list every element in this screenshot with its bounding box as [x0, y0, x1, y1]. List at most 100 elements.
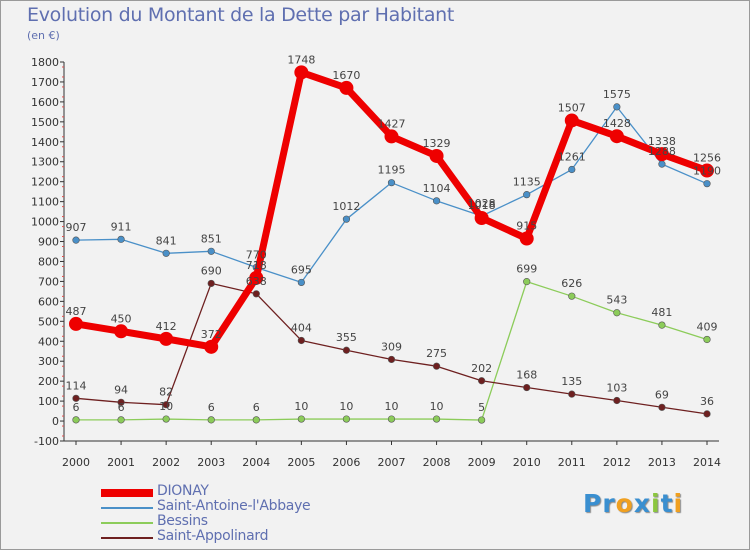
- data-point-dionay: [114, 324, 129, 339]
- data-label-saint-appolinard: 638: [246, 275, 267, 288]
- x-tick-label: 2012: [603, 456, 631, 469]
- series-layer: [69, 65, 714, 424]
- data-point-bessins: [613, 309, 621, 317]
- data-point-saint-appolinard: [703, 410, 711, 418]
- x-tick-label: 2009: [468, 456, 496, 469]
- data-point-dionay: [249, 270, 264, 285]
- x-tick-label: 2011: [558, 456, 586, 469]
- data-point-saint-appolinard: [207, 279, 215, 288]
- data-label-saint-appolinard: 69: [655, 388, 669, 401]
- y-tick-label: 400: [38, 335, 59, 348]
- proxiti-logo: Proxiti: [583, 489, 683, 518]
- data-point-dionay: [294, 65, 309, 80]
- data-point-bessins: [568, 292, 576, 300]
- y-tick-label: -100: [34, 435, 59, 448]
- chart-title: Evolution du Montant de la Dette par Hab…: [27, 4, 455, 26]
- legend-item: Bessins: [101, 513, 401, 530]
- data-label-bessins: 481: [651, 306, 672, 319]
- legend-swatch: [101, 489, 153, 497]
- data-label-saint-antoine-l-abbaye: 1135: [513, 176, 541, 189]
- data-label-dionay: 412: [156, 320, 177, 333]
- data-point-saint-antoine-l-abbaye: [613, 103, 621, 111]
- y-tick-label: 1300: [31, 156, 59, 169]
- data-label-bessins: 6: [118, 401, 125, 414]
- data-label-saint-appolinard: 690: [201, 264, 222, 277]
- data-point-saint-appolinard: [72, 394, 80, 402]
- x-tick-label: 2000: [62, 456, 90, 469]
- data-point-saint-appolinard: [342, 346, 351, 354]
- data-label-dionay: 1018: [468, 199, 496, 212]
- x-tick-label: 2014: [693, 456, 721, 469]
- x-tick-label: 2002: [152, 456, 180, 469]
- logo-letter: t: [660, 489, 674, 518]
- data-label-saint-antoine-l-abbaye: 851: [201, 232, 222, 245]
- series-bessins: [72, 278, 711, 424]
- legend-item: Saint-Appolinard: [101, 528, 401, 545]
- data-point-bessins: [207, 416, 215, 424]
- data-label-saint-antoine-l-abbaye: 1190: [693, 165, 721, 178]
- legend-label: DIONAY: [157, 483, 209, 499]
- data-label-saint-appolinard: 355: [336, 331, 357, 344]
- x-tick-label: 2004: [242, 456, 270, 469]
- data-label-saint-antoine-l-abbaye: 695: [291, 263, 312, 276]
- legend-swatch: [101, 522, 153, 524]
- data-label-bessins: 626: [561, 277, 582, 290]
- data-point-saint-appolinard: [252, 290, 260, 298]
- data-label-bessins: 5: [478, 401, 485, 414]
- data-label-dionay: 450: [111, 312, 132, 325]
- data-label-saint-appolinard: 36: [700, 395, 714, 408]
- data-point-saint-antoine-l-abbaye: [658, 160, 666, 168]
- data-label-dionay: 1329: [423, 137, 451, 150]
- data-label-saint-antoine-l-abbaye: 841: [156, 234, 177, 247]
- legend-swatch: [101, 507, 153, 509]
- logo-letter: i: [673, 489, 684, 518]
- data-point-bessins: [658, 321, 666, 329]
- data-label-dionay: 1748: [287, 53, 315, 66]
- data-label-saint-appolinard: 135: [561, 375, 582, 388]
- x-tick-label: 2005: [287, 456, 315, 469]
- series-dionay: [69, 65, 714, 354]
- data-label-saint-antoine-l-abbaye: 907: [66, 221, 87, 234]
- series-saint-appolinard: [72, 279, 711, 418]
- data-point-saint-antoine-l-abbaye: [297, 278, 305, 287]
- data-point-saint-antoine-l-abbaye: [72, 236, 80, 244]
- data-point-bessins: [252, 416, 260, 424]
- data-label-dionay: 1256: [693, 152, 721, 165]
- data-label-saint-antoine-l-abbaye: 911: [111, 220, 132, 233]
- data-point-saint-appolinard: [387, 355, 396, 364]
- x-tick-label: 2003: [197, 456, 225, 469]
- data-point-dionay: [204, 339, 219, 354]
- data-label-saint-appolinard: 114: [66, 379, 87, 392]
- x-tick-label: 2007: [378, 456, 406, 469]
- y-tick-label: 500: [38, 315, 59, 328]
- data-point-dionay: [339, 80, 354, 95]
- logo-letter: o: [615, 489, 634, 518]
- data-point-saint-appolinard: [478, 377, 486, 385]
- data-point-saint-antoine-l-abbaye: [568, 165, 576, 174]
- y-tick-label: 600: [38, 295, 59, 308]
- data-label-saint-appolinard: 404: [291, 321, 312, 334]
- data-label-bessins: 10: [294, 400, 308, 413]
- data-point-dionay: [474, 210, 489, 225]
- legend: DIONAY Saint-Antoine-l'Abbaye Bessins Saint…: [101, 483, 401, 545]
- data-label-saint-antoine-l-abbaye: 1012: [332, 200, 360, 213]
- data-point-dionay: [519, 231, 534, 246]
- data-point-bessins: [117, 416, 125, 424]
- data-label-saint-antoine-l-abbaye: 1195: [378, 164, 406, 177]
- y-tick-label: 100: [38, 395, 59, 408]
- logo-letter: r: [602, 489, 616, 518]
- legend-swatch: [101, 537, 153, 539]
- logo-letter: P: [583, 489, 603, 518]
- legend-label: Saint-Appolinard: [157, 528, 269, 544]
- data-point-dionay: [69, 316, 83, 331]
- data-point-bessins: [703, 335, 711, 344]
- data-label-saint-appolinard: 94: [114, 383, 128, 396]
- data-point-bessins: [387, 415, 396, 423]
- data-label-dionay: 718: [246, 259, 267, 272]
- data-point-bessins: [432, 415, 441, 423]
- axes: -100 0 100 200 300 400 500 600 700 800 900 1000 1100…: [31, 56, 721, 469]
- y-tick-label: 700: [38, 275, 59, 288]
- x-tick-label: 2010: [513, 456, 541, 469]
- data-point-dionay: [159, 331, 174, 346]
